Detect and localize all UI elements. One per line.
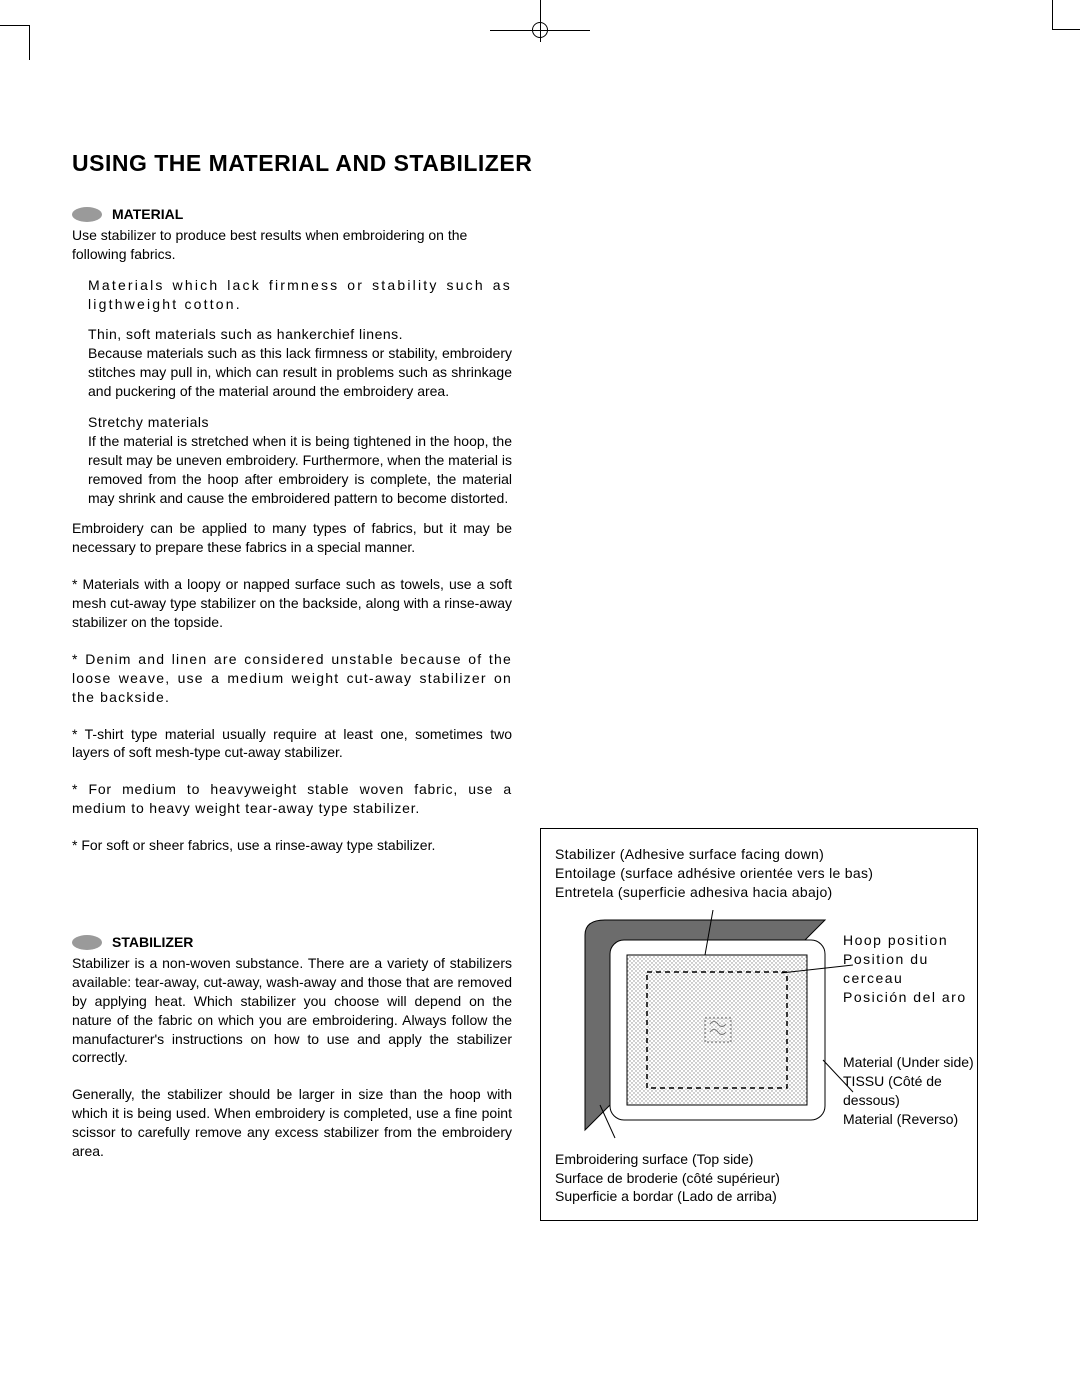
right-column: Stabilizer (Adhesive surface facing down… xyxy=(540,205,980,1179)
columns: MATERIAL Use stabilizer to produce best … xyxy=(72,205,1008,1179)
material-item-3: Stretchy materials If the material is st… xyxy=(72,413,512,507)
material-note-2: * Denim and linen are considered unstabl… xyxy=(72,650,512,707)
material-note-3: * T-shirt type material usually require … xyxy=(72,725,512,763)
fig-bottom-1: Embroidering surface (Top side) xyxy=(555,1150,963,1169)
crop-mark-right xyxy=(1052,0,1080,30)
material-item-2-body: Because materials such as this lack firm… xyxy=(88,344,512,401)
left-column: MATERIAL Use stabilizer to produce best … xyxy=(72,205,512,1179)
fig-hoop-2: Position du cerceau xyxy=(843,950,977,988)
figure-material-labels: Material (Under side) TISSU (Côté de des… xyxy=(843,1053,977,1129)
page-content: USING THE MATERIAL AND STABILIZER MATERI… xyxy=(0,0,1080,1239)
figure-box: Stabilizer (Adhesive surface facing down… xyxy=(540,828,978,1221)
bullet-oval-icon xyxy=(72,207,102,222)
material-intro: Use stabilizer to produce best results w… xyxy=(72,226,512,264)
fig-mat-1: Material (Under side) xyxy=(843,1053,977,1072)
material-note-5: * For soft or sheer fabrics, use a rinse… xyxy=(72,836,512,855)
material-item-3-body: If the material is stretched when it is … xyxy=(88,432,512,508)
fig-hoop-1: Hoop position xyxy=(843,931,977,950)
stabilizer-para-1: Stabilizer is a non-woven substance. The… xyxy=(72,954,512,1067)
material-heading-row: MATERIAL xyxy=(72,205,512,224)
stabilizer-heading-row: STABILIZER xyxy=(72,933,512,952)
stabilizer-para-2: Generally, the stabilizer should be larg… xyxy=(72,1085,512,1161)
page-title: USING THE MATERIAL AND STABILIZER xyxy=(72,150,1008,177)
material-item-2: Thin, soft materials such as hankerchief… xyxy=(72,325,512,401)
material-note-4: * For medium to heavyweight stable woven… xyxy=(72,780,512,818)
fig-bottom-2: Surface de broderie (côté supérieur) xyxy=(555,1169,963,1188)
fig-mat-3: Material (Reverso) xyxy=(843,1110,977,1129)
material-para-1: Embroidery can be applied to many types … xyxy=(72,519,512,557)
fig-top-1: Stabilizer (Adhesive surface facing down… xyxy=(555,845,963,864)
material-item-3-head: Stretchy materials xyxy=(88,413,512,432)
fig-top-3: Entretela (superficie adhesiva hacia aba… xyxy=(555,883,963,902)
crop-mark-left xyxy=(0,25,30,60)
stabilizer-section: STABILIZER Stabilizer is a non-woven sub… xyxy=(72,933,512,1161)
material-item-1: Materials which lack firmness or stabili… xyxy=(72,276,512,314)
crop-marks xyxy=(0,0,1080,60)
figure-top-labels: Stabilizer (Adhesive surface facing down… xyxy=(555,845,963,902)
fig-hoop-3: Posición del aro xyxy=(843,988,977,1007)
bullet-oval-icon xyxy=(72,935,102,950)
material-item-1-head: Materials which lack firmness or stabili… xyxy=(88,276,512,314)
material-item-2-head: Thin, soft materials such as hankerchief… xyxy=(88,325,512,344)
material-heading: MATERIAL xyxy=(112,205,183,224)
figure-bottom-labels: Embroidering surface (Top side) Surface … xyxy=(555,1150,963,1207)
stabilizer-heading: STABILIZER xyxy=(112,933,193,952)
fig-top-2: Entoilage (surface adhésive orientée ver… xyxy=(555,864,963,883)
material-note-1: * Materials with a loopy or napped surfa… xyxy=(72,575,512,632)
figure-hoop-labels: Hoop position Position du cerceau Posici… xyxy=(843,931,977,1007)
fig-bottom-3: Superficie a bordar (Lado de arriba) xyxy=(555,1187,963,1206)
fig-mat-2: TISSU (Côté de dessous) xyxy=(843,1072,977,1110)
